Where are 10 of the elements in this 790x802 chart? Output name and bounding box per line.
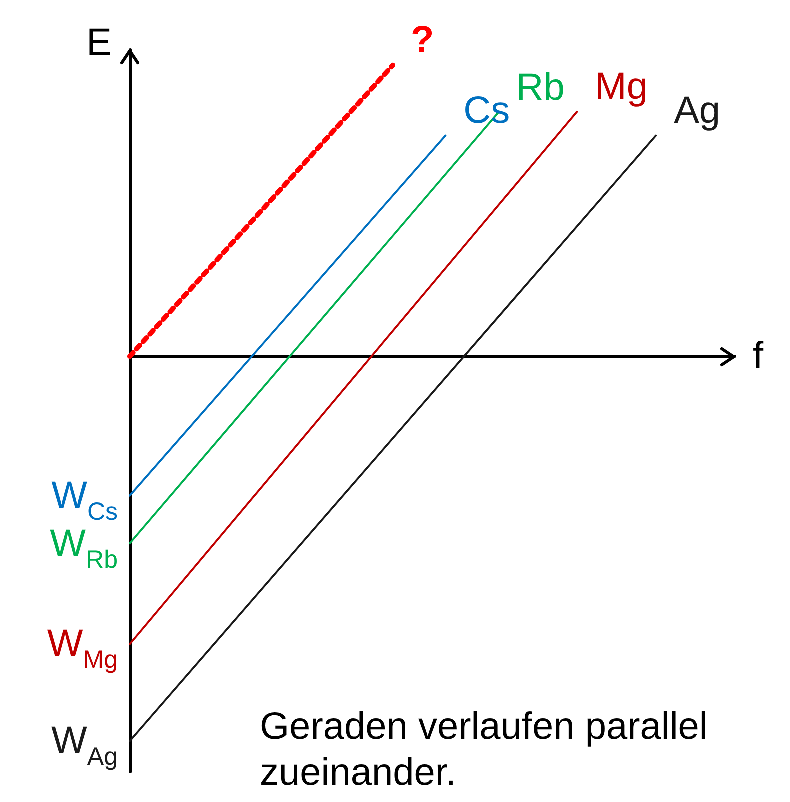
x-axis-title: f xyxy=(753,336,764,378)
text: W$_{Mg}$ xyxy=(47,622,118,676)
series-label: Rb xyxy=(516,67,565,110)
series-label: Cs xyxy=(464,90,510,132)
text: W$_{Ag}$ xyxy=(52,719,118,774)
series-label: ? xyxy=(411,19,434,62)
annotation: Geraden verlaufen parallel zueinander. xyxy=(260,705,709,796)
y-axis-title: E xyxy=(86,22,112,64)
series-label: Mg xyxy=(595,66,648,108)
series-label: Ag xyxy=(674,90,721,132)
